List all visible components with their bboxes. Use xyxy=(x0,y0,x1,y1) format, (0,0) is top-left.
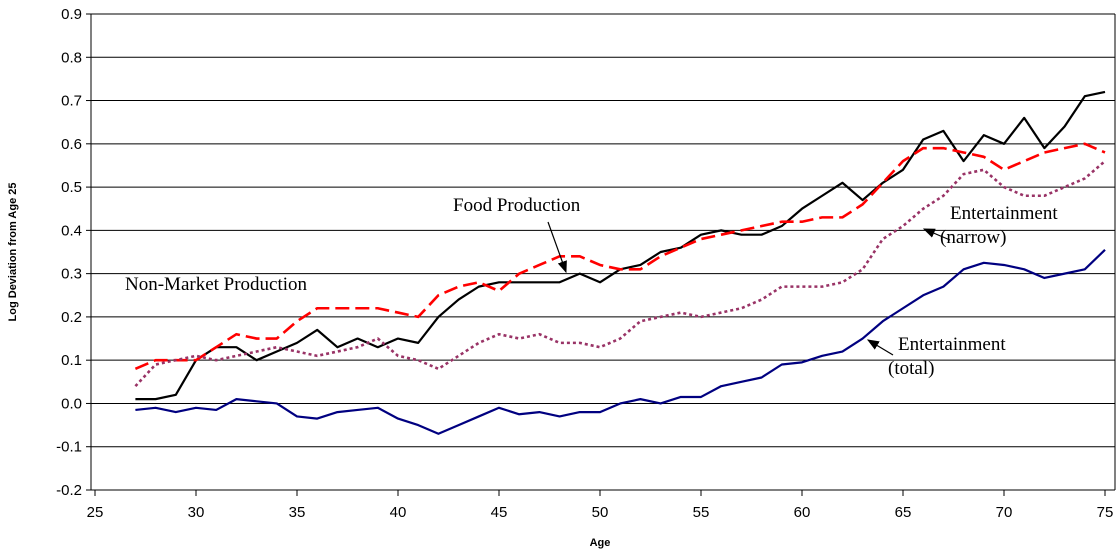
annotation: Entertainment xyxy=(898,334,1006,355)
y-tick-label: -0.2 xyxy=(56,482,82,499)
y-tick-label: 0.3 xyxy=(61,266,82,283)
x-axis-title: Age xyxy=(590,537,611,549)
series-line xyxy=(135,249,1106,435)
annotation: (narrow) xyxy=(940,227,1006,248)
annotation-arrow xyxy=(547,221,567,274)
series-line xyxy=(134,160,1106,388)
annotation: Non-Market Production xyxy=(125,274,308,295)
y-tick-label: 0.0 xyxy=(61,395,82,412)
x-tick-label: 50 xyxy=(592,504,609,521)
y-tick-label: 0.6 xyxy=(61,136,82,153)
y-tick-label: 0.7 xyxy=(61,93,82,110)
x-tick-label: 55 xyxy=(693,504,710,521)
x-tick-label: 30 xyxy=(188,504,205,521)
x-tick-label: 60 xyxy=(794,504,811,521)
y-tick-label: 0.2 xyxy=(61,309,82,326)
x-tick-label: 25 xyxy=(87,504,104,521)
y-axis-title: Log Deviation from Age 25 xyxy=(7,183,19,322)
annotation-arrow xyxy=(922,228,951,241)
x-tick-label: 45 xyxy=(491,504,508,521)
x-tick-label: 35 xyxy=(289,504,306,521)
annotation: (total) xyxy=(888,358,934,379)
y-tick-label: 0.5 xyxy=(61,179,82,196)
y-tick-label: 0.1 xyxy=(61,352,82,369)
y-tick-label: 0.8 xyxy=(61,49,82,66)
y-tick-label: -0.1 xyxy=(56,439,82,456)
annotation: Food Production xyxy=(453,195,581,216)
y-tick-label: 0.9 xyxy=(61,6,82,23)
x-tick-label: 65 xyxy=(895,504,912,521)
x-tick-label: 75 xyxy=(1097,504,1114,521)
series-line xyxy=(134,142,1106,371)
x-tick-label: 40 xyxy=(390,504,407,521)
x-tick-label: 70 xyxy=(996,504,1013,521)
y-tick-label: 0.4 xyxy=(61,222,82,239)
annotation-arrow xyxy=(866,339,894,356)
annotation: Entertainment xyxy=(950,203,1058,224)
